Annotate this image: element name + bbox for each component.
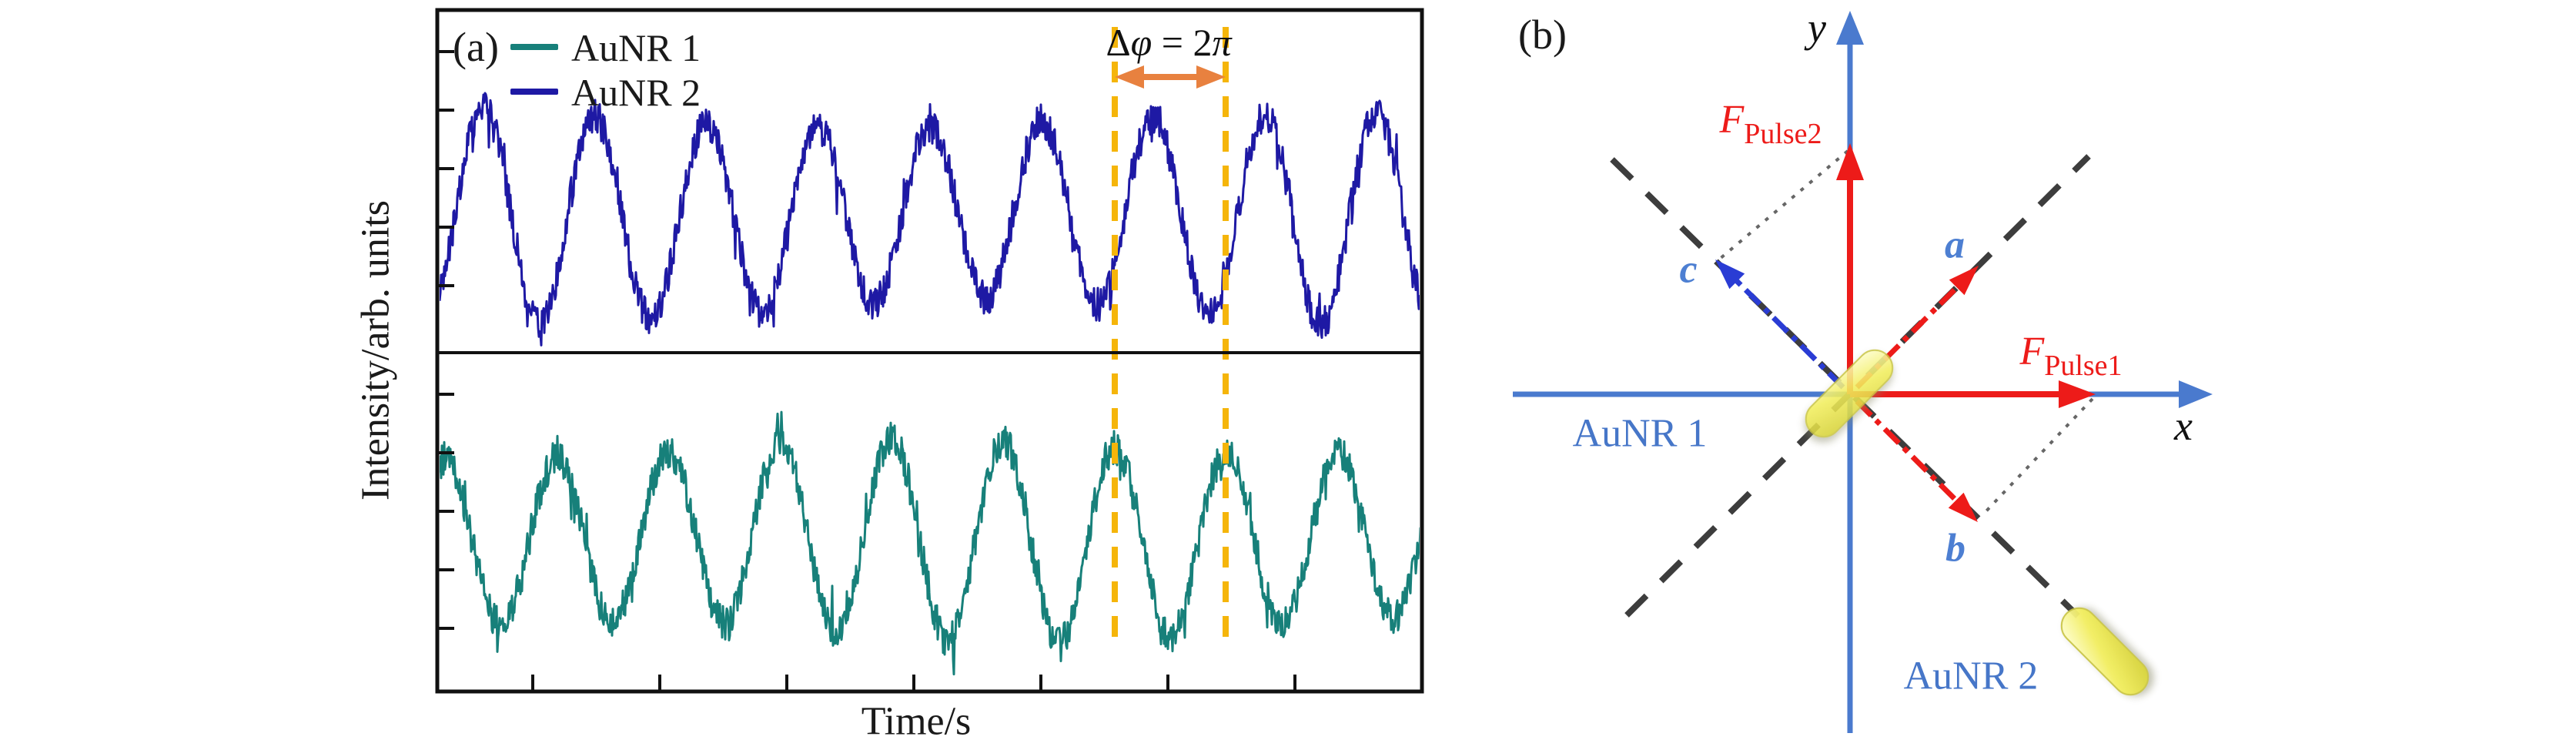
- vector-c-arrow: [1715, 259, 1845, 390]
- legend-label-aunr1: AuNR 1: [571, 26, 701, 69]
- legend-swatch-aunr2: [510, 89, 558, 95]
- vector-b-shaft: [1855, 399, 1962, 506]
- vector-a-arrow: [1855, 266, 1979, 390]
- waveforms-group: [440, 92, 1420, 676]
- diagonal-dashed-line-se: [1610, 157, 2080, 618]
- period-double-arrow: [1115, 65, 1226, 89]
- vector-c-shaft: [1731, 276, 1845, 390]
- phase-annotation-phi: φ: [1130, 21, 1153, 64]
- axis-ticks-group: [437, 50, 1296, 691]
- construction-dotted-line-pulse1: [1980, 397, 2094, 517]
- phase-annotation-pi: π: [1212, 21, 1232, 64]
- nanorod-aunr1: [1805, 349, 1894, 438]
- force-pulse1-label: FPulse1: [2019, 329, 2122, 383]
- y-axis-symbol: y: [1808, 5, 1826, 51]
- plot-frame: [435, 8, 1424, 694]
- y-axis-arrowhead: [1836, 11, 1864, 45]
- vector-b-head: [1948, 492, 1978, 522]
- phase-annotation-equals: = 2: [1152, 21, 1213, 64]
- x-axis-symbol: x: [2174, 403, 2193, 449]
- phase-annotation-delta: Δ: [1106, 21, 1131, 64]
- panel-b-tag: (b): [1518, 12, 1567, 58]
- vector-a-label: a: [1945, 223, 1965, 267]
- aunr2-label: AuNR 2: [1903, 654, 2039, 698]
- force-pulse2-label: FPulse2: [1719, 97, 1822, 151]
- x-axis-title: Time/s: [861, 699, 972, 744]
- x-axis-arrowhead: [2179, 380, 2213, 408]
- vector-b-label: b: [1945, 526, 1965, 571]
- phase-annotation: Δφ = 2π: [1106, 20, 1231, 65]
- legend-label-aunr2: AuNR 2: [571, 71, 701, 114]
- aunr1-label: AuNR 1: [1572, 411, 1708, 456]
- force-pulse2-head: [1836, 143, 1864, 180]
- legend-swatch-aunr1: [510, 44, 558, 50]
- vector-b-arrow: [1855, 399, 1978, 522]
- force-pulse2-symbol: F: [1719, 98, 1745, 142]
- double-arrow-left-head: [1115, 65, 1144, 89]
- force-pulse2-subscript: Pulse2: [1744, 118, 1822, 150]
- panel-a-tag: (a): [453, 24, 499, 70]
- double-arrow-right-head: [1196, 65, 1226, 89]
- panel-a-plot: [435, 8, 1424, 694]
- force-pulse1-symbol: F: [2019, 330, 2045, 373]
- vector-a-shaft: [1855, 282, 1962, 390]
- force-pulse1-arrow: [1850, 380, 2096, 408]
- aunr2-trace: [440, 92, 1420, 347]
- force-pulse2-arrow: [1836, 143, 1864, 394]
- vector-c-head: [1715, 259, 1745, 290]
- aunr1-trace: [440, 410, 1420, 676]
- y-axis-title: Intensity/arb. units: [353, 200, 398, 501]
- construction-dotted-line-pulse2: [1718, 149, 1849, 260]
- panel-b-diagram: [1513, 11, 2213, 733]
- vector-a-head: [1949, 266, 1979, 296]
- nanorod-aunr2: [2060, 607, 2149, 696]
- force-pulse1-head: [2059, 380, 2096, 408]
- diagonal-dashed-line-ne: [1624, 154, 2091, 618]
- vector-c-label: c: [1679, 247, 1698, 292]
- force-pulse1-subscript: Pulse1: [2044, 350, 2123, 382]
